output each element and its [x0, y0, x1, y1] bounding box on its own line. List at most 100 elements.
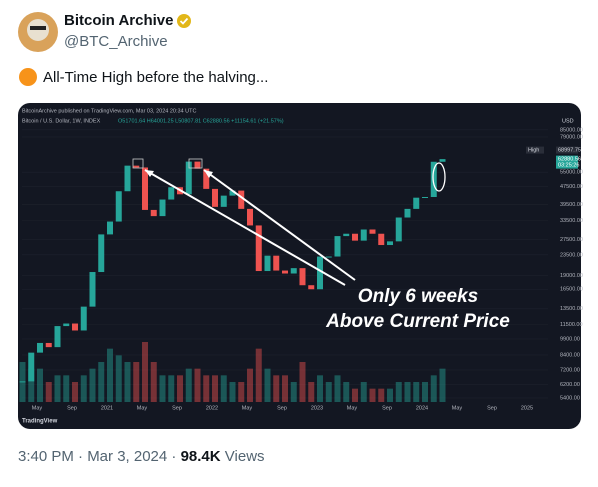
volume-bar	[98, 362, 105, 402]
x-tick-label: May	[32, 405, 43, 411]
volume-bar	[28, 368, 35, 402]
volume-bar	[430, 375, 437, 402]
volume-bar	[439, 368, 446, 402]
chart-image[interactable]	[18, 103, 581, 429]
volume-bar	[45, 382, 52, 402]
author-handle[interactable]: @BTC_Archive	[64, 33, 168, 50]
candle	[430, 161, 437, 198]
chart-ohlc: O51701.64 H64001.25 L50807.81 C62880.56 …	[118, 118, 284, 124]
chart-symbol: Bitcoin / U.S. Dollar, 1W, INDEX	[22, 118, 101, 124]
volume-bar	[317, 375, 323, 402]
candle	[255, 225, 262, 272]
volume-bar	[203, 375, 210, 402]
y-tick-label: 23500.00	[560, 252, 583, 258]
x-tick-label: 2025	[521, 405, 533, 411]
volume-bar	[247, 368, 253, 402]
candle	[343, 233, 350, 237]
volume-bar	[177, 375, 183, 402]
x-tick-label: Sep	[172, 405, 182, 411]
y-tick-label: 33500.00	[560, 218, 583, 224]
candle	[334, 236, 341, 257]
candle	[282, 270, 288, 274]
y-tick-label: 11500.00	[560, 322, 583, 328]
high-tag: High	[528, 148, 539, 154]
views-count: 98.4K	[181, 448, 221, 465]
candle	[439, 159, 446, 162]
candle	[37, 342, 43, 353]
volume-bar	[194, 368, 201, 402]
volume-bar	[290, 382, 297, 402]
candle	[107, 221, 113, 235]
x-tick-label: 2021	[101, 405, 113, 411]
y-tick-label: 27500.00	[560, 237, 583, 243]
volume-bar	[378, 388, 385, 402]
volume-bar	[325, 382, 332, 402]
y-tick-label: 9900.00	[560, 336, 580, 342]
verified-badge	[177, 14, 191, 28]
y-tick-label: 39500.00	[560, 202, 583, 208]
x-tick-label: Sep	[67, 405, 77, 411]
y-tick-label: 8400.00	[560, 352, 580, 358]
candle	[264, 255, 271, 272]
high-price: 68997.75	[558, 148, 581, 154]
volume-bar	[19, 362, 26, 402]
candle	[378, 233, 385, 246]
candle	[220, 195, 227, 207]
candle	[142, 167, 148, 210]
countdown: 03:25:26	[558, 163, 579, 169]
candle	[115, 191, 122, 222]
annotation: Only 6 weeks	[358, 286, 478, 307]
candle	[273, 255, 280, 271]
volume-bar	[168, 375, 175, 402]
y-tick-label: 19000.00	[560, 273, 583, 279]
verified-check	[179, 17, 189, 25]
tradingview-logo: TradingView	[22, 419, 58, 425]
volume-bar	[124, 362, 131, 402]
volume-bar	[80, 375, 87, 402]
candle	[124, 165, 131, 192]
candle	[203, 168, 210, 189]
x-tick-label: Sep	[277, 405, 287, 411]
y-tick-label: 79000.00	[560, 134, 583, 140]
x-tick-label: Sep	[382, 405, 392, 411]
candle	[360, 229, 367, 241]
x-tick-label: 2024	[416, 405, 428, 411]
y-tick-label: 85000.00	[560, 127, 583, 133]
volume-bar	[238, 382, 245, 402]
candle	[63, 323, 70, 327]
candle	[247, 208, 253, 226]
volume-bar	[142, 342, 148, 402]
volume-bar	[282, 375, 288, 402]
candle	[159, 199, 166, 217]
candle	[19, 381, 26, 383]
volume-bar	[360, 382, 367, 402]
volume-bar	[150, 362, 157, 402]
volume-bar	[63, 375, 70, 402]
arrow	[144, 169, 346, 286]
highlight-ellipse	[432, 162, 446, 192]
arrow-head	[204, 170, 213, 178]
candle	[317, 256, 323, 290]
chart-header: BitcoinArchive published on TradingView.…	[22, 108, 196, 114]
arrow-head	[145, 170, 154, 177]
x-tick-label: May	[452, 405, 463, 411]
candle	[54, 326, 61, 348]
candle	[98, 234, 105, 273]
volume-bar	[308, 382, 315, 402]
timestamp[interactable]: 3:40 PM · Mar 3, 2024 · 98.4K Views	[18, 448, 265, 465]
candle	[168, 187, 175, 200]
candle	[413, 197, 420, 209]
candle	[229, 190, 236, 196]
candle	[185, 161, 192, 195]
candle	[352, 233, 358, 241]
time[interactable]: 3:40 PM · Mar 3, 2024 ·	[18, 448, 176, 465]
candle	[404, 208, 411, 218]
candle	[308, 285, 315, 290]
volume-bar	[334, 375, 341, 402]
emoji	[19, 68, 37, 86]
author-name[interactable]: Bitcoin Archive	[64, 12, 173, 29]
volume-bar	[229, 382, 236, 402]
